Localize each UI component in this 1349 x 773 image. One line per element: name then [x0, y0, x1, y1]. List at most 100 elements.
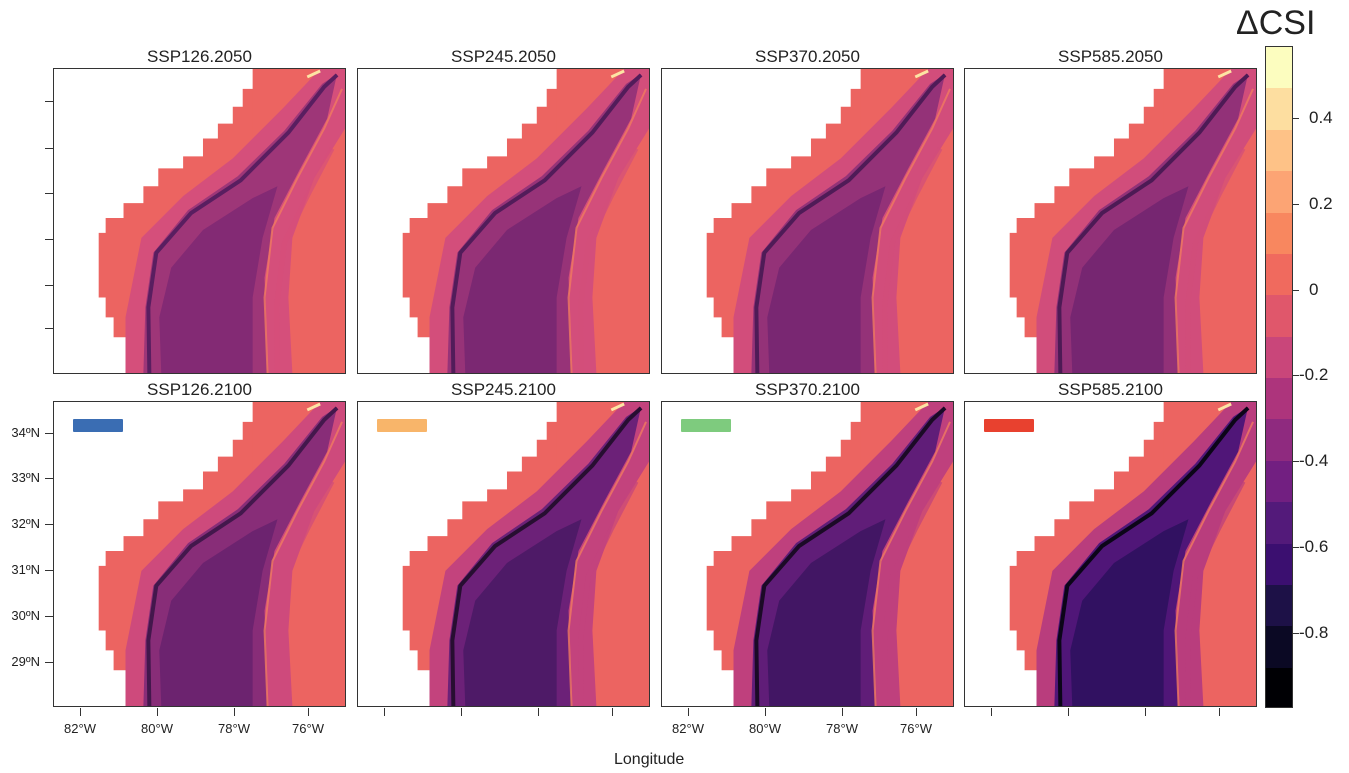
- lat-label: 29ºN: [11, 654, 40, 669]
- streak: [1184, 480, 1246, 706]
- highlight: [1217, 402, 1232, 412]
- panel-title: SSP245.2050: [451, 47, 556, 66]
- lon-label: 82°W: [64, 721, 96, 736]
- colorbar-segment: [1266, 543, 1292, 586]
- lon-tick: [1219, 708, 1220, 716]
- shelf-edge: [450, 406, 643, 706]
- streak: [273, 147, 335, 373]
- csi-map: [662, 402, 953, 706]
- shelf-core: [463, 519, 582, 706]
- colorbar-label: 0: [1309, 279, 1319, 299]
- lon-tick: [234, 708, 235, 716]
- colorbar-segment: [1266, 171, 1292, 213]
- lon-label: 78°W: [826, 721, 858, 736]
- panel-title: SSP126.2100: [147, 380, 252, 399]
- lat-tick: [45, 285, 53, 286]
- lon-label: 82°W: [672, 721, 704, 736]
- streak: [1184, 147, 1246, 373]
- streak: [1174, 421, 1254, 706]
- colorbar-segment: [1266, 419, 1292, 462]
- streak: [871, 421, 951, 706]
- lon-tick: [538, 708, 539, 716]
- scenario-legend-swatch: [984, 419, 1034, 432]
- shelf-edge: [754, 73, 947, 373]
- shelf-edge: [146, 406, 339, 706]
- colorbar-segment: [1266, 502, 1292, 544]
- colorbar-tick: [1293, 547, 1299, 548]
- shelf-edge: [754, 406, 947, 706]
- highlight: [306, 69, 321, 79]
- land-mask: [54, 69, 253, 373]
- land-mask: [662, 69, 861, 373]
- panel-title: SSP370.2050: [755, 47, 860, 66]
- streak: [881, 480, 943, 706]
- shelf-core: [463, 186, 582, 373]
- lat-tick: [45, 524, 53, 525]
- colorbar-label: -0.8: [1299, 622, 1329, 642]
- shelf-core: [767, 519, 886, 706]
- lon-tick: [765, 708, 766, 716]
- lon-tick: [157, 708, 158, 716]
- colorbar-tick: [1293, 289, 1299, 291]
- streak: [567, 421, 647, 706]
- colorbar-segment: [1266, 460, 1292, 503]
- panel-title: SSP585.2050: [1058, 47, 1163, 66]
- highlight: [306, 402, 321, 412]
- shelf-core: [159, 519, 278, 706]
- lat-tick: [45, 239, 53, 240]
- land-mask: [358, 69, 557, 373]
- map-panel: [964, 68, 1257, 374]
- lat-label: 30ºN: [11, 608, 40, 623]
- colorbar-label: -0.4: [1299, 451, 1329, 471]
- lat-tick: [45, 662, 53, 663]
- lat-tick: [45, 570, 53, 571]
- lat-tick: [45, 478, 53, 479]
- highlight: [610, 402, 625, 412]
- colorbar-segment: [1266, 212, 1292, 255]
- map-panel: [964, 401, 1257, 707]
- x-axis-title: Longitude: [614, 751, 685, 768]
- highlight: [914, 402, 929, 412]
- lon-tick: [842, 708, 843, 716]
- lon-tick: [688, 708, 689, 716]
- colorbar-label: -0.6: [1299, 537, 1329, 556]
- colorbar-segment: [1266, 88, 1292, 131]
- colorbar-segment: [1266, 626, 1292, 669]
- lon-label: 76°W: [900, 721, 932, 736]
- streak: [871, 88, 951, 373]
- land-mask: [662, 402, 861, 706]
- land-mask: [358, 402, 557, 706]
- streak: [263, 88, 343, 373]
- colorbar-label: 0.2: [1309, 193, 1333, 213]
- colorbar-segment: [1266, 584, 1292, 627]
- csi-map: [358, 69, 649, 373]
- lon-tick: [461, 708, 462, 716]
- colorbar-segment: [1266, 253, 1292, 296]
- lat-label: 32ºN: [11, 516, 40, 531]
- panel-title: SSP126.2050: [147, 47, 252, 66]
- panel-title: SSP585.2100: [1058, 380, 1163, 399]
- lat-label: 34ºN: [11, 425, 40, 440]
- csi-map: [358, 402, 649, 706]
- lat-tick: [45, 148, 53, 149]
- streak: [577, 480, 639, 706]
- map-panel: [661, 401, 954, 707]
- scenario-legend-swatch: [73, 419, 123, 432]
- colorbar-label: -0.2: [1299, 365, 1329, 385]
- lon-tick: [991, 708, 992, 716]
- colorbar-title: ΔCSI: [1236, 4, 1316, 42]
- lon-label: 78°W: [218, 721, 250, 736]
- shelf-core: [767, 186, 886, 373]
- colorbar-segment: [1266, 667, 1292, 707]
- lon-tick: [1145, 708, 1146, 716]
- lat-label: 31ºN: [11, 562, 40, 577]
- land-mask: [965, 69, 1164, 373]
- shelf-edge: [1057, 406, 1250, 706]
- lon-label: 80°W: [141, 721, 173, 736]
- shelf-edge: [450, 73, 643, 373]
- colorbar-tick: [1293, 632, 1299, 634]
- map-panel: [357, 401, 650, 707]
- scenario-legend-swatch: [377, 419, 427, 432]
- csi-map: [965, 69, 1256, 373]
- shelf-core: [1070, 519, 1189, 706]
